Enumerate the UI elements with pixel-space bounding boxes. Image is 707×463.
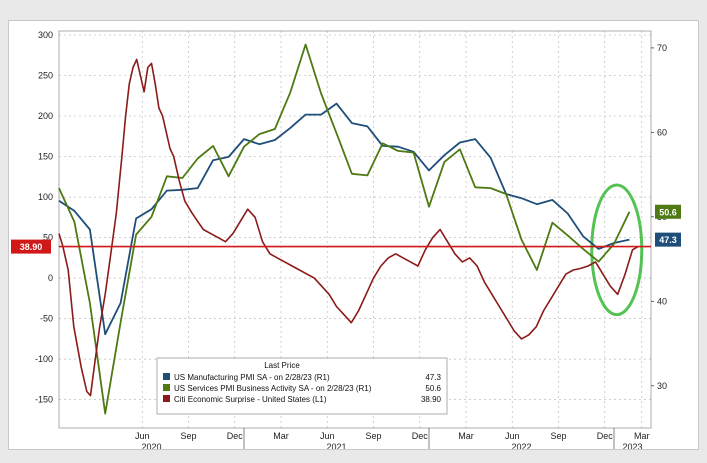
legend-box (156, 357, 448, 415)
axes: 300250200150100500-50-100-1507060504030J… (35, 30, 667, 449)
legend-swatch (163, 373, 170, 380)
reference-value-label: 38.90 (20, 242, 43, 252)
legend: Last Price US Manufacturing PMI SA - on 2… (156, 357, 448, 415)
y-left-tick-label: 300 (38, 30, 53, 40)
legend-swatch (163, 384, 170, 391)
citi-surprise-line (58, 58, 639, 397)
end-value-badge (655, 204, 681, 219)
x-month-label: Sep (365, 431, 381, 441)
y-left-tick-label: 150 (38, 152, 53, 162)
x-month-label: Sep (180, 431, 196, 441)
legend-entry-value: 50.6 (425, 384, 441, 393)
x-month-label: Mar (273, 431, 289, 441)
x-month-label: Jun (505, 431, 520, 441)
y-left-tick-label: 100 (38, 192, 53, 202)
y-right-tick-label: 60 (657, 127, 667, 137)
end-labels: 50.6 47.3 (655, 204, 681, 247)
y-right-tick-label: 30 (657, 381, 667, 391)
reference-value-badge (11, 239, 51, 254)
y-right-tick-label: 40 (657, 296, 667, 306)
x-month-label: Dec (227, 431, 244, 441)
series-lines (58, 43, 639, 415)
x-year-label: 2021 (326, 442, 346, 449)
y-left-tick-label: 250 (38, 71, 53, 81)
x-month-label: Sep (550, 431, 566, 441)
x-month-label: Dec (597, 431, 614, 441)
y-left-tick-label: -100 (35, 354, 53, 364)
x-month-label: Mar (634, 431, 650, 441)
y-left-tick-label: -150 (35, 395, 53, 405)
legend-entry-value: 38.90 (421, 395, 442, 404)
legend-entry-label: Citi Economic Surprise - United States (… (174, 395, 327, 404)
x-month-label: Mar (458, 431, 474, 441)
y-left-tick-label: -50 (40, 314, 53, 324)
highlight-circle (590, 183, 644, 317)
x-month-label: Jun (135, 431, 150, 441)
line-chart: 300250200150100500-50-100-1507060504030J… (11, 30, 681, 449)
legend-swatch (163, 395, 170, 402)
y-right-tick-label: 70 (657, 43, 667, 53)
manufacturing-pmi-line (58, 102, 630, 336)
y-left-tick-label: 50 (43, 233, 53, 243)
y-left-tick-label: 0 (48, 273, 53, 283)
end-value-label: 50.6 (659, 207, 677, 217)
legend-title: Last Price (264, 361, 300, 370)
legend-entry-value: 47.3 (425, 373, 441, 382)
reference-line: 38.90 (11, 239, 651, 254)
y-left-tick-label: 200 (38, 111, 53, 121)
legend-entry-label: US Manufacturing PMI SA - on 2/28/23 (R1… (174, 373, 330, 382)
highlight-ellipse (590, 183, 644, 317)
plot-border (58, 30, 652, 429)
x-year-label: 2022 (511, 442, 531, 449)
x-year-label: 2020 (141, 442, 161, 449)
end-value-badge (655, 232, 681, 247)
x-year-label: 2023 (622, 442, 642, 449)
x-month-label: Dec (412, 431, 429, 441)
legend-entry-label: US Services PMI Business Activity SA - o… (174, 384, 372, 393)
chart-panel: 300250200150100500-50-100-1507060504030J… (8, 20, 699, 450)
services-pmi-line (58, 43, 631, 415)
end-value-label: 47.3 (659, 235, 677, 245)
x-month-label: Jun (320, 431, 335, 441)
